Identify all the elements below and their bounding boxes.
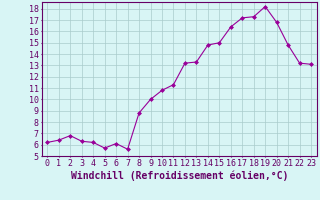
X-axis label: Windchill (Refroidissement éolien,°C): Windchill (Refroidissement éolien,°C) — [70, 171, 288, 181]
